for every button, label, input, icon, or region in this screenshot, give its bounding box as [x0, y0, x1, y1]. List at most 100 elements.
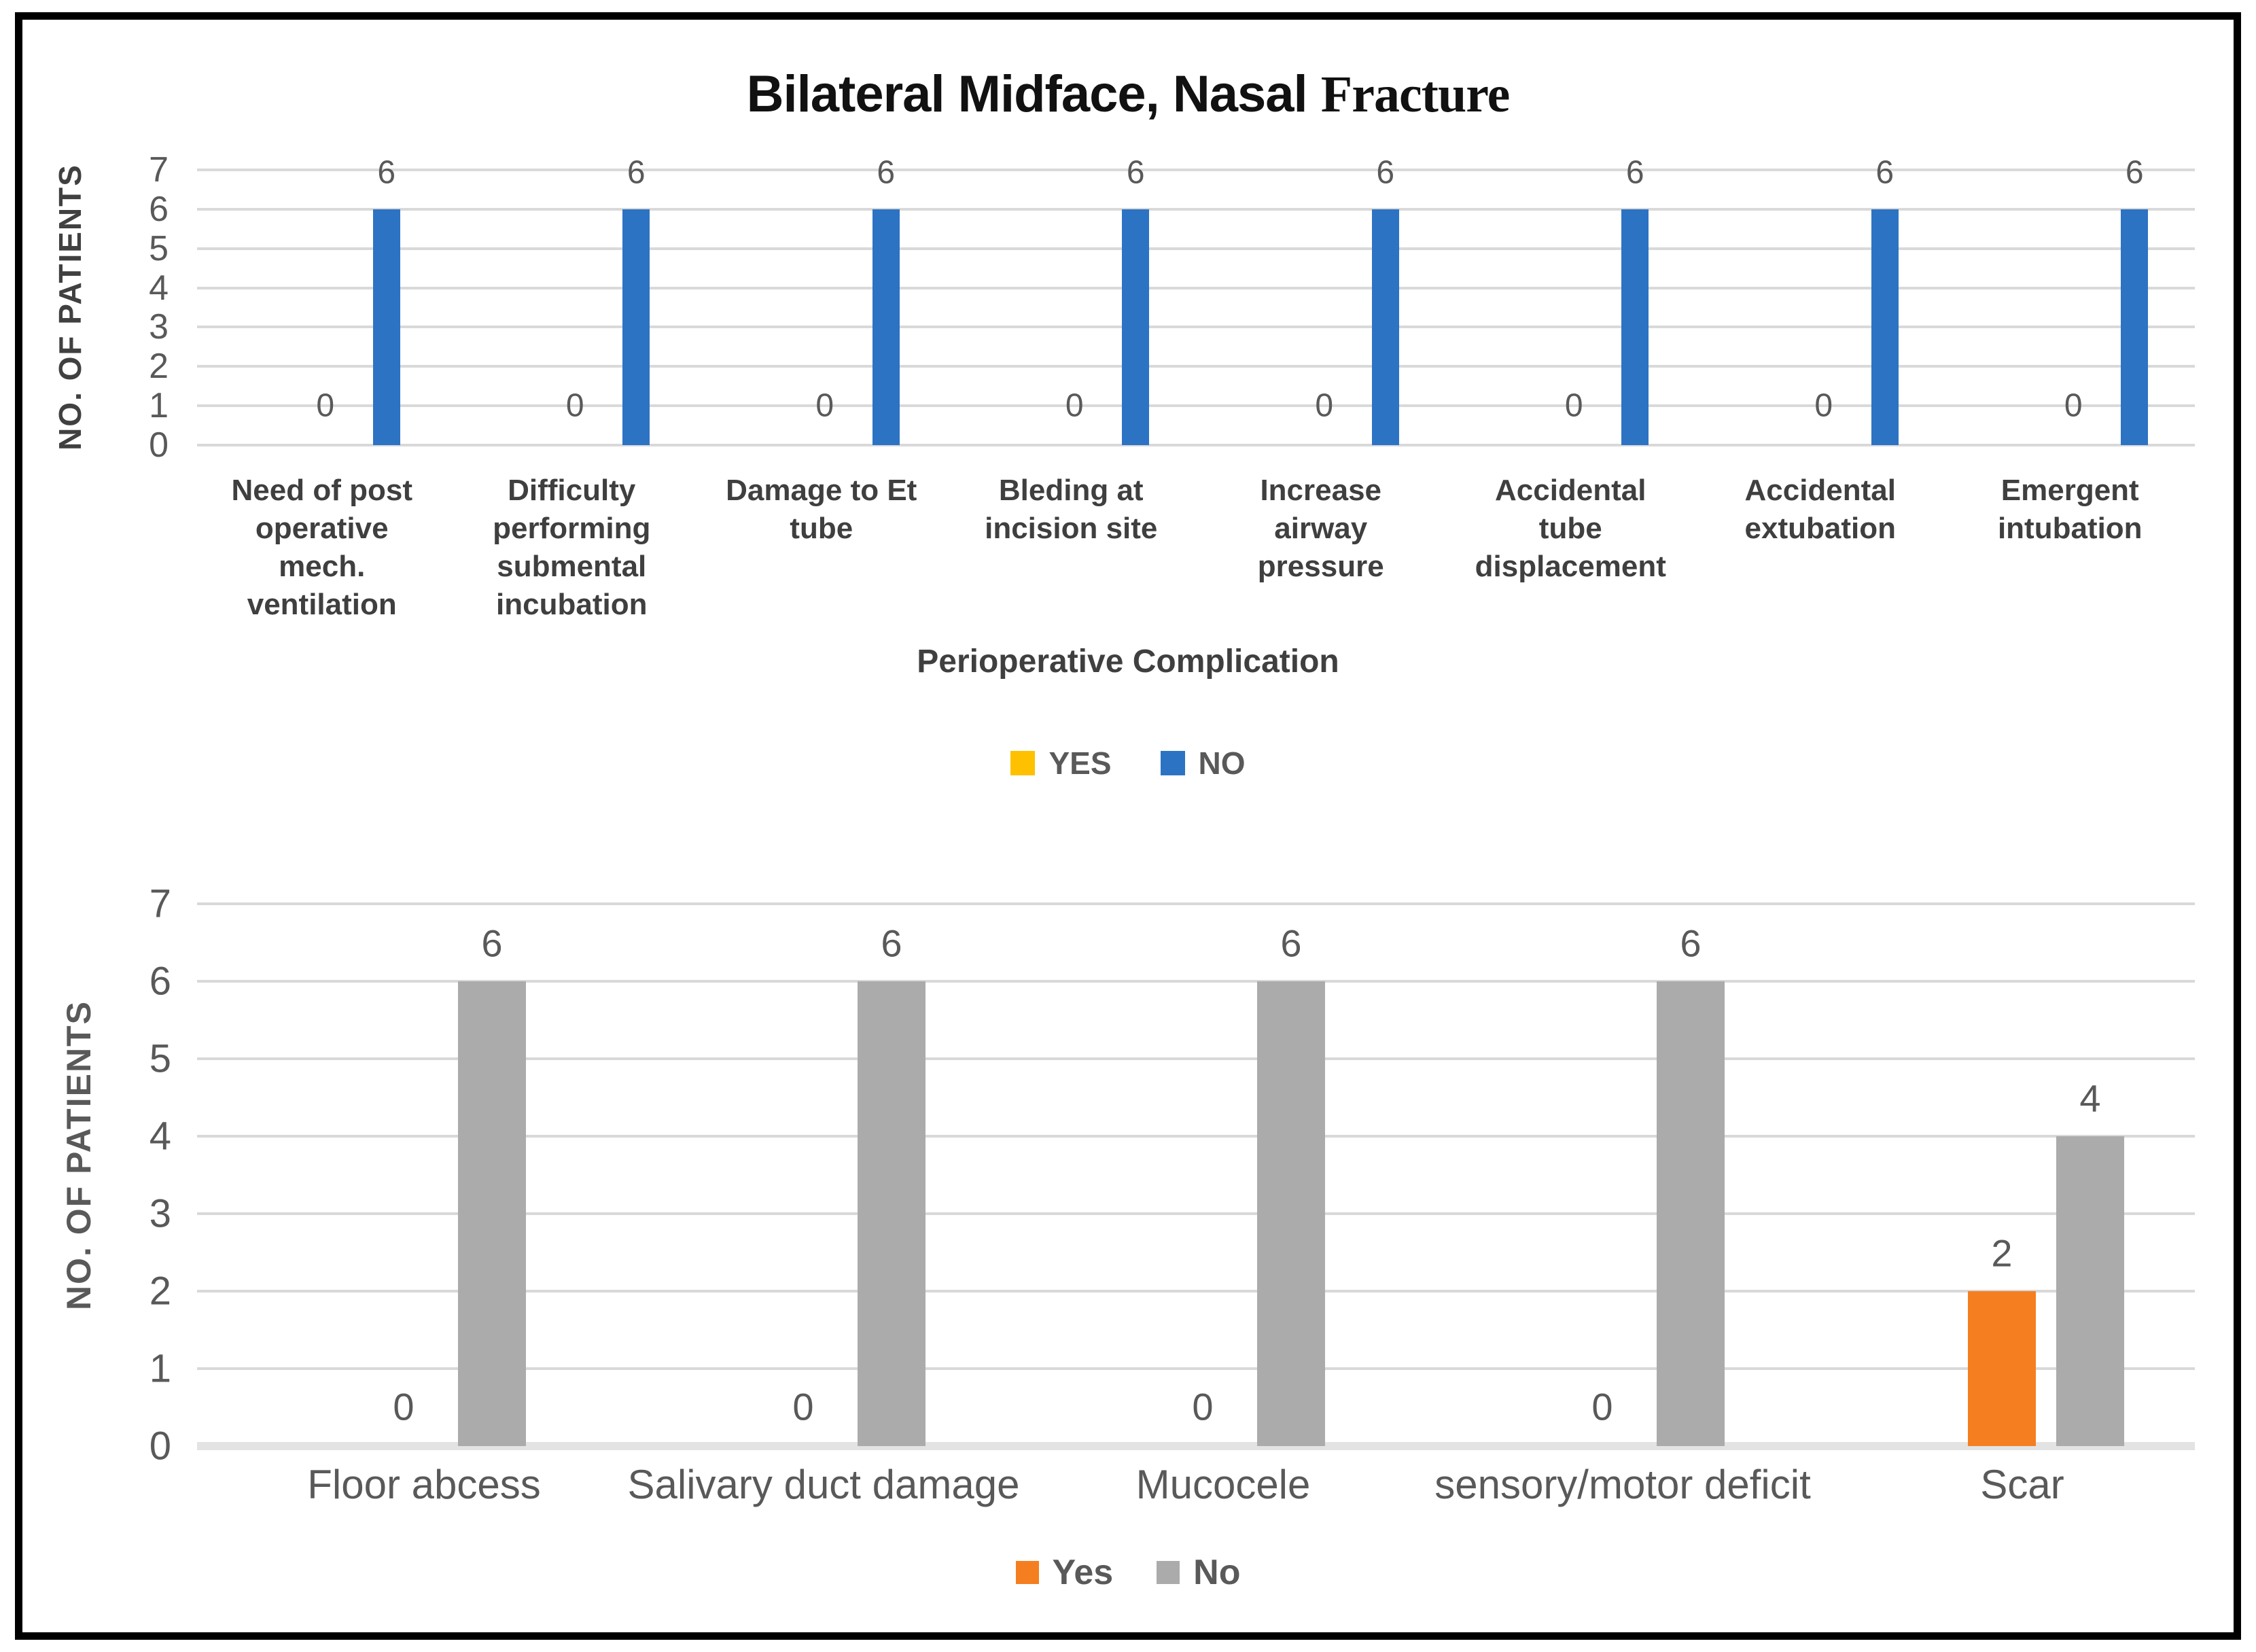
chart1-value-label-yes-accidental-tube-displacement: 0 [1564, 387, 1583, 424]
chart1-legend-item-no: NO [1160, 745, 1246, 781]
chart1-title-accent: Fracture [1320, 65, 1511, 123]
chart2-value-label-yes-sensory-motor-deficit: 0 [1591, 1385, 1613, 1428]
chart1-bar-no-need-of-post-operative-mech-ventilation [372, 209, 400, 445]
chart2-bar-no-salivary-duct-damage [858, 981, 926, 1446]
chart2-legend-item-yes: Yes [1015, 1552, 1114, 1593]
chart2-bar-no-mucocele [1257, 981, 1325, 1446]
chart2-value-label-no-scar: 4 [2079, 1076, 2101, 1120]
chart1-bar-no-accidental-tube-displacement [1621, 209, 1649, 445]
chart1-legend-label-no: NO [1198, 745, 1246, 781]
chart2-bar-no-scar [2056, 1136, 2124, 1446]
chart1-y-axis-title: NO. OF PATIENTS [52, 164, 88, 451]
chart2-value-label-yes-scar: 2 [1991, 1231, 2013, 1275]
chart2-xlabel-sensory-motor-deficit: sensory/motor deficit [1434, 1462, 1811, 1507]
chart2-bar-no-sensory-motor-deficit [1657, 981, 1725, 1446]
chart1-gridline-2 [197, 365, 2195, 368]
chart1-bar-no-difficulty-performing-submental-incubation [622, 209, 650, 445]
chart2-ytick-3: 3 [149, 1191, 171, 1236]
chart1-ytick-0: 0 [149, 425, 169, 465]
chart1-gridline-6 [197, 207, 2195, 211]
chart1-ytick-2: 2 [149, 347, 169, 387]
chart2-legend-swatch-no [1157, 1561, 1180, 1584]
chart1-gridline-4 [197, 286, 2195, 289]
chart1-value-label-no-accidental-tube-displacement: 6 [1625, 154, 1644, 191]
chart2-legend-label-no: No [1193, 1553, 1241, 1592]
chart1-value-label-no-bleding-at-incision-site: 6 [1126, 154, 1145, 191]
chart1-ytick-6: 6 [149, 189, 169, 229]
chart1-gridline-7 [197, 169, 2195, 171]
chart2-legend-label-yes: Yes [1052, 1553, 1114, 1592]
chart1-value-label-yes-accidental-extubation: 0 [1814, 387, 1833, 424]
chart1-x-axis-title: Perioperative Complication [917, 644, 1339, 680]
chart2-legend-item-no: No [1157, 1552, 1240, 1593]
chart1-value-label-yes-bleding-at-incision-site: 0 [1065, 387, 1084, 424]
chart1-xlabel-accidental-tube-displacement: Accidental tube displacement [1475, 474, 1666, 583]
chart1-value-label-yes-damage-to-et-tube: 0 [815, 387, 834, 424]
chart1-bar-no-accidental-extubation [1871, 209, 1899, 445]
chart2-ytick-4: 4 [149, 1114, 171, 1159]
chart1-legend-label-yes: YES [1048, 745, 1112, 781]
chart1-legend: YES NO [0, 745, 2256, 781]
chart2-value-label-no-salivary-duct-damage: 6 [881, 921, 902, 965]
chart1-ytick-4: 4 [149, 268, 169, 308]
chart2-legend: Yes No [0, 1552, 2256, 1593]
chart2-ytick-2: 2 [149, 1269, 171, 1314]
chart1-bar-no-bleding-at-incision-site [1122, 209, 1150, 445]
chart2-legend-swatch-yes [1015, 1561, 1039, 1584]
chart2-value-label-yes-salivary-duct-damage: 0 [792, 1385, 814, 1428]
chart1-value-label-no-difficulty-performing-submental-incubation: 6 [627, 154, 646, 191]
chart1-gridline-0 [197, 444, 2195, 446]
chart2-ytick-6: 6 [149, 959, 171, 1004]
chart1-ytick-5: 5 [149, 228, 169, 268]
chart1-bar-no-damage-to-et-tube [872, 209, 900, 445]
chart2-bar-yes-scar [1968, 1291, 2036, 1446]
chart2-value-label-yes-mucocele: 0 [1192, 1385, 1214, 1428]
chart1-bar-no-increase-airway-pressure [1371, 209, 1399, 445]
chart1-gridline-5 [197, 247, 2195, 250]
chart2-ytick-5: 5 [149, 1036, 171, 1081]
chart1-legend-swatch-yes [1010, 751, 1036, 775]
chart2-value-label-no-mucocele: 6 [1280, 921, 1302, 965]
chart1-legend-item-yes: YES [1010, 745, 1112, 781]
chart1-legend-swatch-no [1160, 751, 1185, 775]
chart1-value-label-no-emergent-intubation: 6 [2125, 154, 2144, 191]
chart1-gridline-1 [197, 404, 2195, 408]
chart2-xlabel-scar: Scar [1980, 1462, 2064, 1507]
chart1-bar-no-emergent-intubation [2121, 209, 2149, 445]
chart1-title-main: Bilateral Midface, Nasal [746, 65, 1321, 123]
chart1-value-label-no-damage-to-et-tube: 6 [877, 154, 896, 191]
chart1-xlabel-accidental-extubation: Accidental extubation [1744, 474, 1896, 545]
chart2-value-label-yes-floor-abcess: 0 [393, 1385, 415, 1428]
chart2-gridline-2 [197, 1290, 2195, 1293]
chart2-xlabel-salivary-duct-damage: Salivary duct damage [627, 1462, 1020, 1507]
chart2-xlabel-mucocele: Mucocele [1135, 1462, 1311, 1507]
chart1-ytick-7: 7 [149, 150, 169, 190]
chart1-gridline-3 [197, 326, 2195, 329]
chart1-xlabel-need-of-post-operative-mech-ventilation: Need of post operative mech. ventilation [231, 474, 412, 621]
chart2-gridline-7 [197, 902, 2195, 905]
chart2-gridline-5 [197, 1057, 2195, 1060]
chart1-xlabel-bleding-at-incision-site: Bleding at incision site [985, 474, 1158, 545]
chart2-ytick-0: 0 [149, 1424, 171, 1469]
chart1-value-label-yes-difficulty-performing-submental-incubation: 0 [565, 387, 584, 424]
chart2-bar-no-floor-abcess [458, 981, 526, 1446]
chart2-gridline-4 [197, 1135, 2195, 1138]
chart2-y-axis-title: NO. OF PATIENTS [60, 1000, 98, 1310]
chart2-gridline-1 [197, 1367, 2195, 1370]
chart1-value-label-no-need-of-post-operative-mech-ventilation: 6 [377, 154, 396, 191]
chart1-value-label-yes-need-of-post-operative-mech-ventilation: 0 [316, 387, 335, 424]
chart1-value-label-no-increase-airway-pressure: 6 [1376, 154, 1395, 191]
chart1-ytick-3: 3 [149, 307, 169, 347]
chart1-value-label-no-accidental-extubation: 6 [1875, 154, 1894, 191]
chart1-value-label-yes-increase-airway-pressure: 0 [1315, 387, 1334, 424]
chart1-title: Bilateral Midface, Nasal Fracture [0, 65, 2256, 124]
chart2-xlabel-floor-abcess: Floor abcess [307, 1462, 541, 1507]
chart1-xlabel-damage-to-et-tube: Damage to Et tube [726, 474, 917, 545]
chart2-ytick-7: 7 [149, 881, 171, 926]
chart1-xlabel-increase-airway-pressure: Increase airway pressure [1257, 474, 1384, 583]
chart2-value-label-no-floor-abcess: 6 [481, 921, 503, 965]
chart1-xlabel-emergent-intubation: Emergent intubation [1997, 474, 2143, 545]
chart1-ytick-1: 1 [149, 386, 169, 426]
chart2-gridline-3 [197, 1212, 2195, 1215]
chart1-value-label-yes-emergent-intubation: 0 [2064, 387, 2083, 424]
